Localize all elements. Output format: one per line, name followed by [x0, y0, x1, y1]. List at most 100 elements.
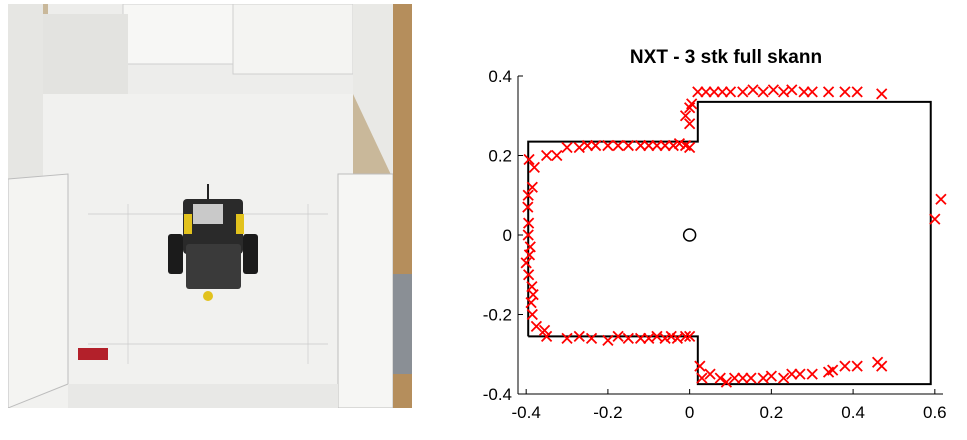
- scan-point: [935, 193, 947, 205]
- origin-circle: [682, 228, 697, 242]
- scan-point: [526, 181, 538, 193]
- scan-point: [806, 86, 818, 98]
- scan-chart: NXT - 3 stk full skann -0.4 -0.2 0 0.2 0.4 0.…: [465, 0, 967, 435]
- scan-point: [798, 86, 810, 98]
- scan-point: [602, 139, 614, 152]
- scan-point: [724, 86, 737, 98]
- scan-point: [757, 86, 769, 98]
- origin-marker: [682, 228, 697, 242]
- scan-point: [585, 332, 598, 344]
- scan-point: [522, 269, 535, 281]
- scan-point: [728, 372, 741, 384]
- scan-point: [530, 320, 543, 333]
- scan-point: [573, 330, 585, 342]
- chart-svg: NXT - 3 stk full skann -0.4 -0.2 0 0.2 0.4 0.…: [483, 47, 947, 422]
- scan-point: [665, 330, 677, 342]
- scan-point: [561, 141, 573, 154]
- y-tick-label: 0: [503, 226, 512, 245]
- scan-point: [737, 86, 749, 98]
- scan-point: [540, 149, 553, 162]
- scan-point: [700, 86, 712, 98]
- x-tick-label: 0.4: [841, 403, 865, 422]
- scan-point: [786, 368, 798, 380]
- scan-point: [523, 249, 536, 261]
- scan-point: [561, 332, 573, 344]
- scan-point: [714, 372, 726, 384]
- chart-title: NXT - 3 stk full skann: [630, 47, 822, 68]
- scan-point: [540, 330, 553, 342]
- scan-point: [692, 86, 704, 98]
- scan-point: [573, 141, 585, 154]
- scan-point: [581, 139, 594, 152]
- scan-point: [659, 332, 671, 344]
- scan-point: [667, 139, 679, 152]
- scan-point: [602, 334, 614, 346]
- scan-point: [634, 332, 647, 344]
- scan-point: [827, 364, 839, 376]
- scan-point: [651, 330, 663, 342]
- scan-point: [622, 139, 634, 152]
- scan-point: [643, 332, 655, 344]
- scan-point: [704, 368, 716, 380]
- y-tick-label: 0.2: [488, 147, 512, 166]
- scan-point: [526, 308, 538, 321]
- scan-point: [839, 360, 851, 372]
- x-tick-label: -0.4: [512, 403, 541, 422]
- scan-point: [839, 86, 851, 98]
- scan-point: [696, 372, 708, 384]
- scan-point: [522, 189, 534, 201]
- scan-point: [747, 84, 759, 96]
- scan-point: [757, 372, 769, 384]
- scan-point: [523, 153, 535, 166]
- axes: -0.4 -0.2 0 0.2 0.4 0.6 0.4 0.2 0 -0.2 -0.4: [483, 67, 947, 422]
- scan-point: [590, 139, 602, 152]
- scan-point: [777, 86, 790, 98]
- scan-point: [671, 332, 684, 344]
- scan-point: [520, 257, 532, 269]
- scan-point: [786, 84, 798, 96]
- scan-point: [806, 368, 818, 380]
- scan-point: [538, 324, 551, 337]
- scan-point: [522, 201, 534, 213]
- x-tick-label: 0.6: [923, 403, 947, 422]
- scan-point: [822, 86, 835, 98]
- x-tick-label: -0.2: [593, 403, 622, 422]
- scan-point: [659, 139, 671, 152]
- x-tick-label: 0.2: [760, 403, 784, 422]
- scan-point: [522, 229, 534, 241]
- scan-point: [851, 360, 863, 372]
- scan-point: [929, 213, 941, 225]
- scan-point: [694, 360, 706, 372]
- scan-point: [794, 368, 806, 380]
- scan-point: [525, 296, 537, 309]
- scan-points: [520, 84, 947, 388]
- scan-point: [767, 84, 780, 96]
- scan-point: [612, 330, 624, 342]
- scan-point: [551, 149, 563, 162]
- scan-point: [651, 139, 663, 152]
- scan-point: [708, 86, 720, 98]
- scan-point: [679, 330, 692, 342]
- scan-point: [720, 376, 733, 388]
- y-tick-label: 0.4: [488, 67, 512, 86]
- scan-point: [686, 98, 698, 110]
- scan-point: [745, 372, 757, 384]
- robot-shape: [168, 184, 258, 301]
- x-tick-label: 0: [685, 403, 694, 422]
- scan-point: [777, 372, 790, 384]
- scan-point: [716, 86, 728, 98]
- scan-point: [765, 370, 778, 382]
- photo-illustration: [8, 4, 412, 408]
- scan-point: [522, 217, 535, 229]
- scan-point: [673, 137, 686, 150]
- scan-point: [683, 330, 696, 342]
- scan-point: [528, 161, 540, 174]
- y-tick-label: -0.4: [483, 385, 512, 404]
- robot-arena-photo: [8, 4, 412, 408]
- scan-point: [876, 88, 888, 100]
- scan-point: [679, 110, 692, 122]
- scan-point: [612, 139, 624, 152]
- scan-point: [683, 118, 696, 130]
- scan-point: [851, 86, 863, 98]
- scan-point: [683, 141, 696, 154]
